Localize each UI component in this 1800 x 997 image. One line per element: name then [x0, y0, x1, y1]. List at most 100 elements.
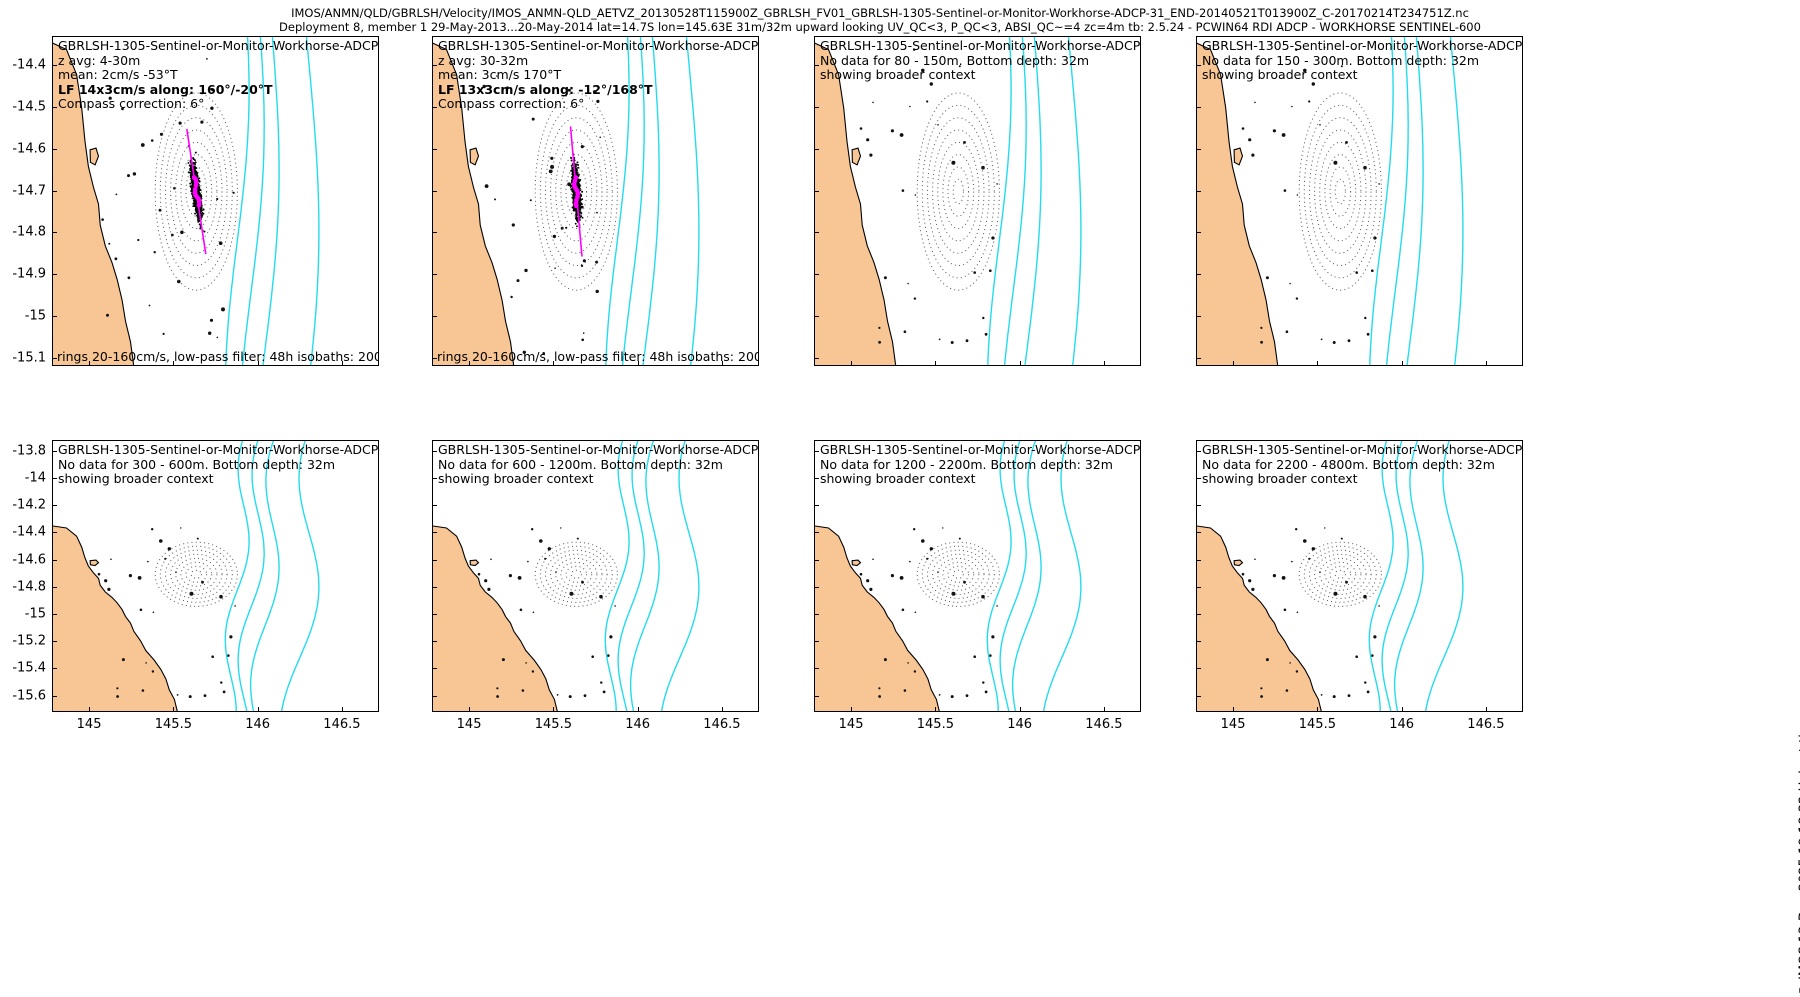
x-tick-label: 146 — [1007, 717, 1033, 732]
reef-marker — [556, 694, 559, 696]
reef-marker — [1340, 537, 1343, 540]
x-tickmark — [89, 361, 91, 366]
reef-marker — [164, 557, 167, 560]
y-tickmark — [432, 107, 437, 108]
island — [1233, 147, 1244, 166]
x-tickmark — [721, 361, 723, 366]
y-tickmark — [1196, 532, 1201, 534]
panel-station-label: GBRLSH-1305-Sentinel-or-Monitor-Workhors… — [1202, 442, 1523, 457]
reef-marker — [600, 681, 603, 684]
reef-marker — [991, 236, 995, 240]
reef-marker — [203, 694, 207, 697]
panel-station-label: GBRLSH-1305-Sentinel-or-Monitor-Workhors… — [1202, 38, 1523, 53]
panel-info-line-2: mean: 3cm/s 170°T — [438, 67, 562, 83]
speed-ring-40cms — [565, 565, 588, 583]
panel-info-line-3: LF 13x3cm/s along: -12°/168°T — [438, 81, 653, 97]
speed-ring-100cms — [170, 129, 223, 254]
speed-ring-160cms — [1298, 92, 1382, 291]
speed-ring-80cms — [1319, 557, 1362, 591]
reef-marker — [141, 689, 145, 692]
x-tickmark — [1485, 707, 1487, 712]
speed-ring-100cms — [932, 553, 985, 595]
map-panel-4[interactable]: GBRLSH-1305-Sentinel-or-Monitor-Workhors… — [1196, 36, 1523, 366]
reef-marker — [151, 528, 154, 531]
reef-marker — [592, 90, 597, 94]
isobath-contour-1000 — [241, 37, 265, 365]
reef-marker — [196, 537, 199, 540]
reef-marker — [951, 591, 956, 596]
speed-ring-40cms — [565, 166, 588, 217]
x-tickmark — [851, 707, 853, 712]
speed-ring-20cms — [952, 569, 964, 579]
reef-marker — [982, 316, 985, 320]
y-tickmark — [432, 357, 437, 359]
reef-marker — [909, 560, 911, 563]
y-tickmark — [814, 695, 819, 697]
map-panel-5[interactable]: GBRLSH-1305-Sentinel-or-Monitor-Workhors… — [52, 440, 379, 712]
x-tickmark — [89, 707, 91, 712]
reef-marker — [206, 58, 208, 60]
reef-marker — [565, 226, 568, 229]
speed-ring-20cms — [1334, 178, 1346, 205]
panel-station-label: GBRLSH-1305-Sentinel-or-Monitor-Workhors… — [58, 38, 379, 53]
map-panel-2[interactable]: GBRLSH-1305-Sentinel-or-Monitor-Workhors… — [432, 36, 759, 366]
reef-marker — [531, 528, 534, 531]
speed-ring-140cms — [159, 104, 233, 279]
reef-marker — [984, 690, 988, 694]
y-tickmark — [814, 274, 819, 276]
isobath-contour-200 — [225, 37, 250, 365]
reef-marker — [582, 259, 586, 263]
map-canvas — [815, 441, 1082, 711]
map-panel-6[interactable]: GBRLSH-1305-Sentinel-or-Monitor-Workhors… — [432, 440, 759, 712]
x-tickmark — [1103, 707, 1105, 712]
panel-info-line-1: No data for 80 - 150m. Bottom depth: 32m — [820, 52, 1090, 68]
reef-marker — [159, 539, 163, 543]
reef-marker — [878, 687, 881, 690]
reef-marker — [511, 223, 515, 227]
reef-marker — [958, 537, 961, 540]
x-tickmark — [341, 707, 343, 712]
y-tick-label: -14.4 — [12, 524, 46, 540]
reef-marker — [519, 608, 523, 612]
reef-marker — [595, 289, 599, 294]
y-tickmark — [52, 450, 57, 452]
map-panel-1[interactable]: GBRLSH-1305-Sentinel-or-Monitor-Workhors… — [52, 36, 379, 366]
isobath-contour-1000 — [1381, 441, 1409, 711]
panel-info-line-1: No data for 1200 - 2200m. Bottom depth: … — [820, 456, 1113, 472]
map-panel-7[interactable]: GBRLSH-1305-Sentinel-or-Monitor-Workhors… — [814, 440, 1141, 712]
map-panel-8[interactable]: GBRLSH-1305-Sentinel-or-Monitor-Workhors… — [1196, 440, 1523, 712]
reef-marker — [1260, 326, 1263, 329]
figure-title-line-1: IMOS/ANMN/QLD/GBRLSH/Velocity/IMOS_ANMN-… — [291, 6, 1469, 20]
reef-marker — [517, 576, 522, 580]
map-panel-3[interactable]: GBRLSH-1305-Sentinel-or-Monitor-Workhors… — [814, 36, 1141, 366]
y-tickmark — [52, 586, 57, 588]
reef-marker — [1332, 341, 1336, 344]
y-tickmark — [432, 478, 437, 480]
reef-marker — [494, 198, 496, 201]
y-tickmark — [52, 357, 57, 359]
reef-marker — [531, 117, 535, 121]
y-tickmark — [52, 190, 57, 192]
speed-ring-100cms — [932, 129, 985, 254]
y-tickmark — [432, 559, 437, 561]
reef-marker — [1295, 48, 1298, 51]
y-tickmark — [432, 668, 437, 670]
speed-ring-40cms — [947, 166, 970, 217]
reef-marker — [901, 608, 905, 612]
speed-ring-100cms — [1314, 129, 1367, 254]
x-tickmark — [173, 361, 175, 366]
panel-info-line-1: No data for 2200 - 4800m. Bottom depth: … — [1202, 456, 1495, 472]
reef-marker — [188, 695, 192, 699]
reef-marker — [996, 605, 998, 607]
y-tickmark — [814, 450, 819, 452]
speed-ring-100cms — [550, 553, 603, 595]
y-tickmark — [814, 641, 819, 643]
isobath-contour-1000 — [999, 441, 1027, 711]
reef-marker — [1371, 654, 1374, 657]
reef-marker — [97, 572, 101, 576]
reef-marker — [477, 572, 481, 576]
y-tickmark — [52, 148, 57, 150]
reef-marker — [508, 574, 512, 578]
reef-marker — [1320, 694, 1323, 696]
y-tickmark — [1196, 357, 1201, 359]
